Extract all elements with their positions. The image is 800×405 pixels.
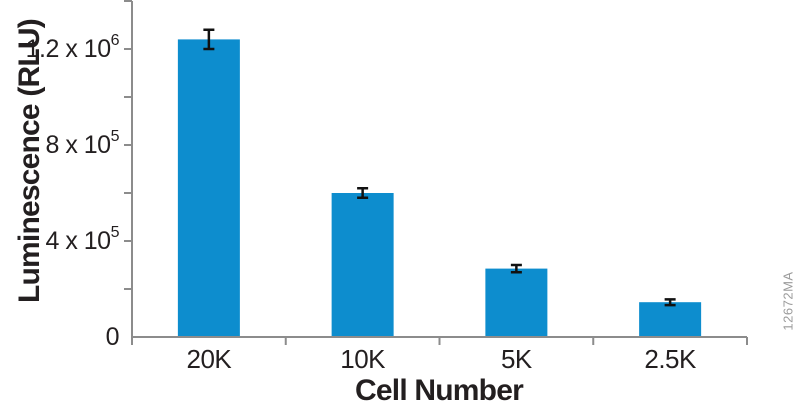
- y-tick-label: 8 x 105: [45, 128, 119, 160]
- x-category-label-10K: 10K: [340, 344, 386, 374]
- error-bar-5K: [510, 263, 522, 274]
- error-bar-10K: [357, 186, 369, 200]
- bar-10K: [331, 193, 394, 337]
- x-category-label-5K: 5K: [501, 344, 533, 374]
- figure-id-watermark: 12672MA: [780, 271, 796, 331]
- bar-20K: [177, 39, 240, 338]
- y-tick-label: 0: [106, 323, 119, 351]
- y-tick-label: 1.2 x 106: [26, 32, 120, 64]
- x-category-label-20K: 20K: [186, 344, 232, 374]
- x-category-label-2.5K: 2.5K: [644, 344, 697, 374]
- error-bar-2.5K: [664, 298, 676, 307]
- y-tick-label: 4 x 105: [45, 224, 119, 256]
- x-axis-title: Cell Number: [355, 374, 524, 405]
- bar-2.5K: [639, 302, 702, 337]
- bar-5K: [485, 268, 548, 337]
- error-bar-20K: [203, 28, 215, 51]
